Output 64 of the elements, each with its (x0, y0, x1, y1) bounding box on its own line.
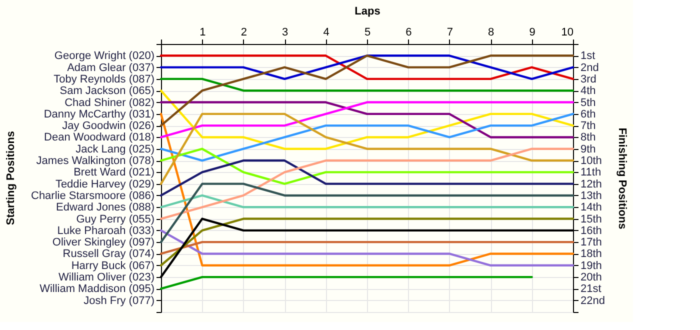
x-tick-label: 5 (364, 26, 371, 38)
y2-tick-label: 6th (580, 108, 596, 120)
y2-tick-label: 1st (580, 50, 596, 62)
category-label: Guy Perry (055) (76, 213, 154, 226)
category-label: James Walkington (078) (36, 155, 154, 168)
line-series (160, 159, 574, 197)
y2-tick-label: 2nd (580, 62, 599, 74)
category-label: George Wright (020) (54, 50, 154, 62)
y2-tick-label: 21st (580, 283, 602, 296)
y2-tick-label: 4th (580, 85, 596, 98)
y2-tick-label: 13th (580, 190, 602, 202)
line-series (160, 148, 574, 185)
y2-tick-label: 5th (580, 96, 596, 109)
x-tick-label: 10 (561, 26, 574, 38)
line-series (160, 90, 574, 150)
category-label: Teddie Harvey (029) (55, 178, 154, 190)
y2-tick-label: 17th (580, 236, 602, 249)
category-label: Brett Ward (021) (74, 166, 154, 179)
line-series (160, 112, 574, 162)
x-tick-label: 8 (488, 26, 494, 38)
category-label: Harry Buck (067) (71, 260, 154, 272)
y2-tick-label: 16th (580, 224, 602, 237)
x-tick-label: 7 (446, 26, 453, 38)
category-label: Edward Jones (088) (56, 202, 154, 214)
x-axis-title: Laps (354, 6, 380, 18)
category-label: William Oliver (023) (58, 272, 154, 284)
text: Starting Positions (5, 130, 17, 226)
x-tick-label: 3 (282, 26, 288, 38)
y2-tick-label: 20th (580, 272, 602, 284)
category-label: Danny McCarthy (031) (44, 108, 154, 120)
category-label: Jay Goodwin (026) (62, 120, 154, 132)
x-tick-label: 4 (323, 26, 330, 38)
x-tick-label: 1 (200, 26, 206, 38)
y2-tick-label: 9th (580, 143, 596, 156)
x-tick-label: 2 (240, 26, 247, 38)
category-label: Adam Glear (037) (67, 62, 154, 74)
category-label: Charlie Starsmoore (086) (31, 190, 154, 202)
y2-tick-label: 12th (580, 178, 602, 190)
y2-tick-label: 18th (580, 248, 602, 260)
y2-tick-label: 10th (580, 155, 602, 168)
y2-tick-label: 7th (580, 120, 596, 132)
category-label: Jack Lang (025) (76, 143, 154, 156)
x-tick-label: 6 (406, 26, 412, 38)
x-tick-label: 9 (529, 26, 536, 38)
category-label: William Maddison (095) (40, 283, 154, 296)
y2-tick-label: 3rd (580, 73, 596, 86)
line-series (160, 148, 574, 220)
line-series (160, 112, 574, 185)
y2-axis-title: Finishing Positions (616, 128, 628, 230)
y2-tick-label: 14th (580, 202, 602, 214)
y2-tick-label: 22nd (580, 294, 605, 307)
y2-tick-label: 15th (580, 213, 602, 226)
category-label: Sam Jackson (065) (60, 85, 154, 98)
category-label: Russell Gray (074) (62, 248, 154, 260)
category-label: Oliver Skingley (097) (52, 236, 154, 249)
category-label: Josh Fry (077) (84, 294, 154, 307)
y2-tick-label: 19th (580, 260, 602, 272)
category-label: Dean Woodward (018) (44, 132, 154, 144)
y2-tick-label: 8th (580, 132, 596, 144)
category-label: Chad Shiner (082) (64, 96, 154, 109)
line-series (160, 54, 574, 127)
y2-tick-label: 11th (580, 166, 602, 179)
category-label: Toby Reynolds (087) (54, 73, 154, 86)
category-label: Luke Pharoah (033) (57, 224, 154, 237)
